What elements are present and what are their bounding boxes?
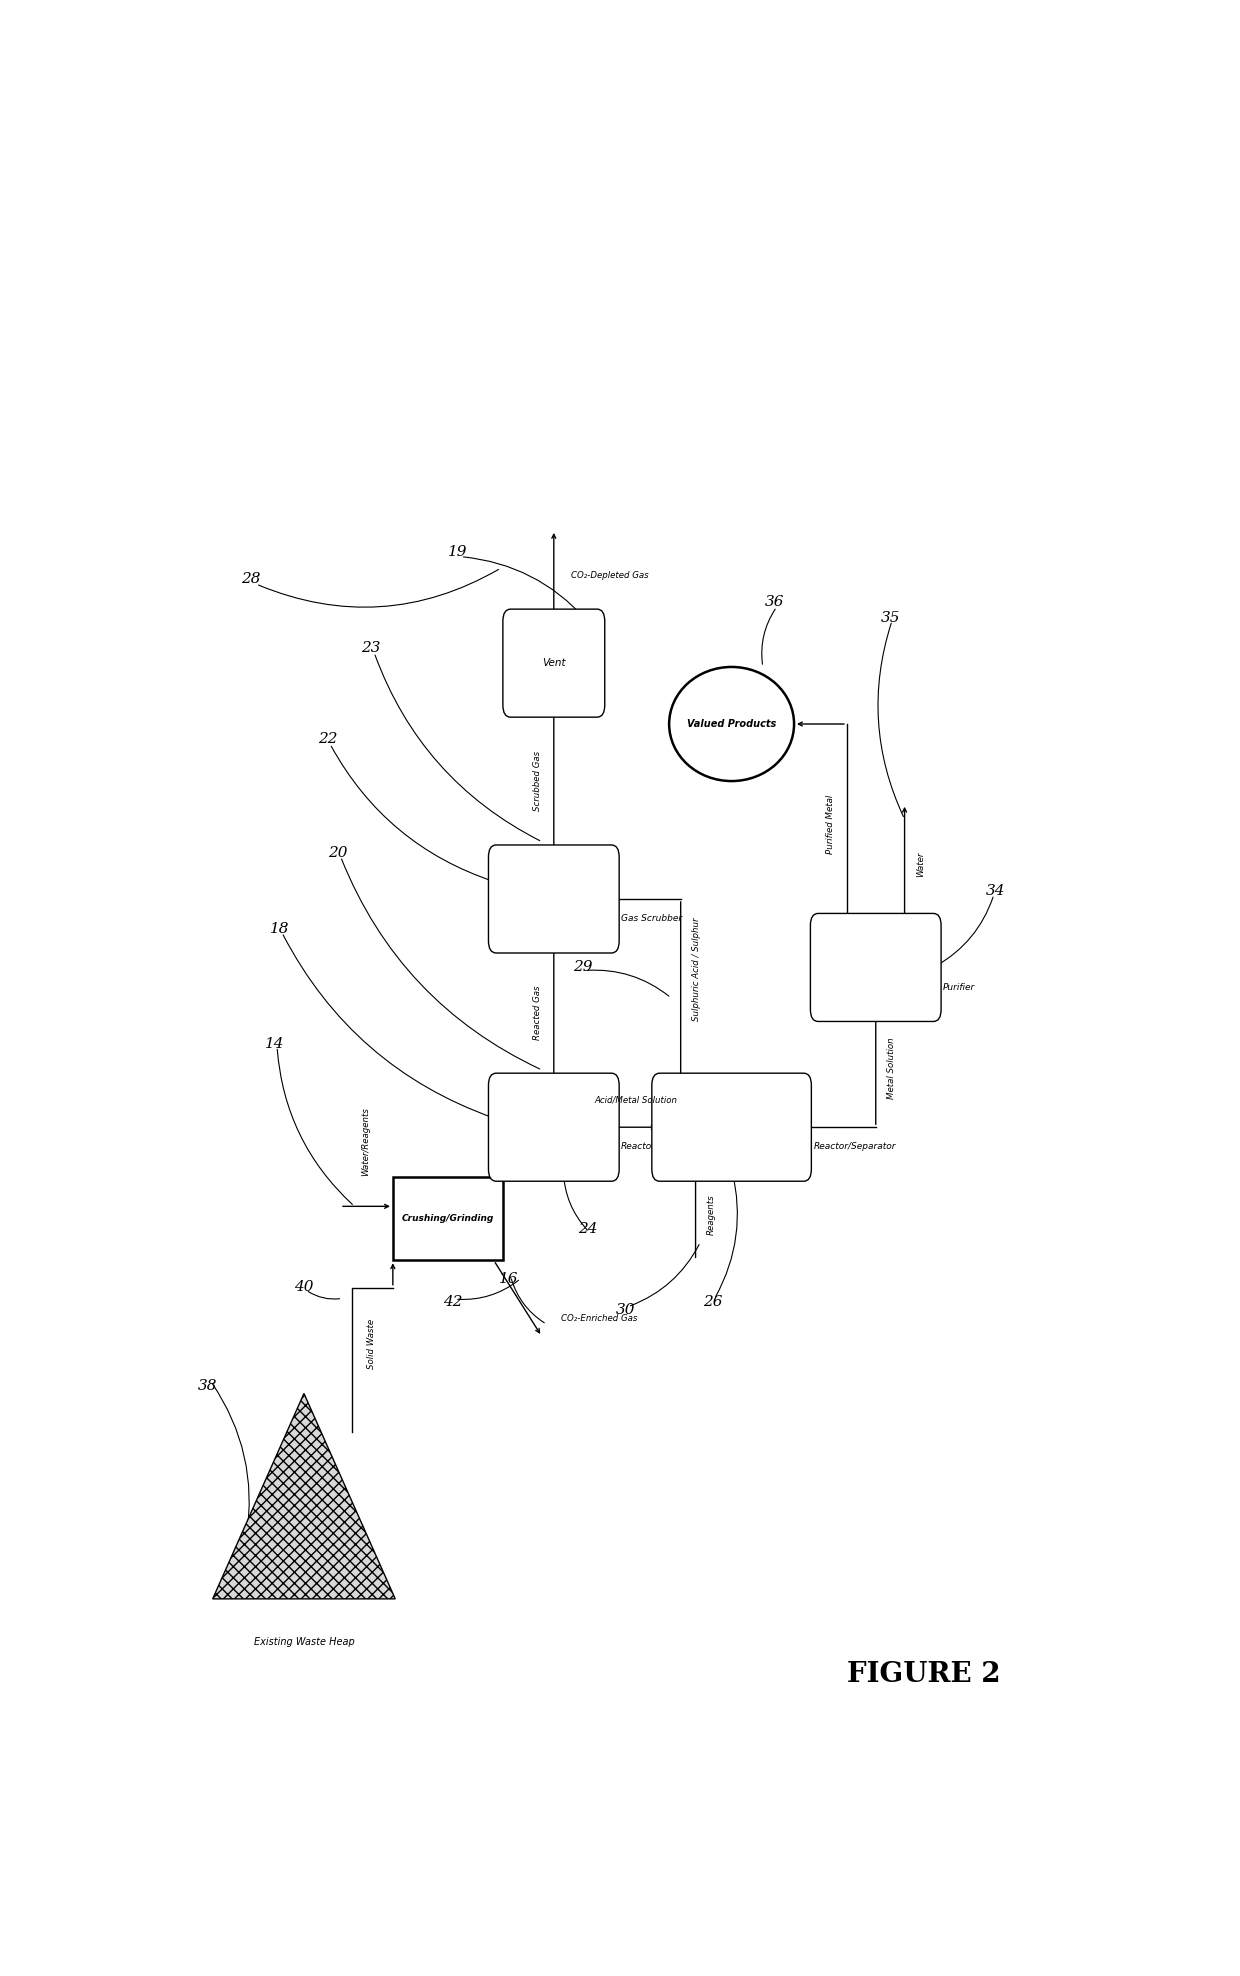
Text: Existing Waste Heap: Existing Waste Heap <box>254 1636 355 1646</box>
Text: Water: Water <box>916 852 925 877</box>
Text: 22: 22 <box>319 733 337 747</box>
FancyBboxPatch shape <box>489 1073 619 1182</box>
Text: 16: 16 <box>498 1273 518 1286</box>
Text: Reagents: Reagents <box>707 1194 715 1235</box>
Text: 30: 30 <box>616 1302 636 1316</box>
Text: 26: 26 <box>703 1294 722 1310</box>
Polygon shape <box>213 1393 396 1599</box>
Text: FIGURE 2: FIGURE 2 <box>847 1662 1001 1688</box>
Text: CO₂-Depleted Gas: CO₂-Depleted Gas <box>572 571 649 581</box>
Text: 24: 24 <box>578 1221 598 1237</box>
Text: 28: 28 <box>242 573 260 587</box>
Text: 20: 20 <box>327 846 347 860</box>
FancyBboxPatch shape <box>652 1073 811 1182</box>
Text: 42: 42 <box>443 1294 463 1310</box>
Text: Reactor: Reactor <box>621 1142 656 1152</box>
Text: Acid/Metal Solution: Acid/Metal Solution <box>594 1095 677 1105</box>
Text: Purifier: Purifier <box>944 982 976 992</box>
Text: Sulphuric Acid / Sulphur: Sulphuric Acid / Sulphur <box>692 917 701 1022</box>
FancyBboxPatch shape <box>811 913 941 1022</box>
Text: Reactor/Separator: Reactor/Separator <box>813 1142 895 1152</box>
Text: 29: 29 <box>573 960 593 974</box>
Text: CO₂-Enriched Gas: CO₂-Enriched Gas <box>560 1314 637 1322</box>
Text: 14: 14 <box>265 1037 285 1051</box>
Bar <box>393 1176 503 1261</box>
Text: Reacted Gas: Reacted Gas <box>533 986 542 1039</box>
Text: Water/Reagents: Water/Reagents <box>361 1107 371 1176</box>
Text: 35: 35 <box>880 611 900 624</box>
Text: Vent: Vent <box>542 658 565 668</box>
Text: 40: 40 <box>294 1280 314 1294</box>
Text: Crushing/Grinding: Crushing/Grinding <box>402 1213 495 1223</box>
Text: Metal Solution: Metal Solution <box>888 1037 897 1099</box>
Text: Scrubbed Gas: Scrubbed Gas <box>533 751 542 810</box>
Text: 18: 18 <box>270 923 290 937</box>
Ellipse shape <box>670 668 794 781</box>
FancyBboxPatch shape <box>503 609 605 717</box>
Text: Gas Scrubber: Gas Scrubber <box>621 915 682 923</box>
Text: Solid Waste: Solid Waste <box>367 1320 376 1369</box>
FancyBboxPatch shape <box>489 846 619 952</box>
Text: 38: 38 <box>198 1379 217 1393</box>
Text: 36: 36 <box>765 595 785 609</box>
Text: Valued Products: Valued Products <box>687 719 776 729</box>
Text: Purified Metal: Purified Metal <box>826 794 836 854</box>
Text: 23: 23 <box>362 640 381 654</box>
Text: 34: 34 <box>986 885 1006 899</box>
Text: 19: 19 <box>448 545 467 559</box>
